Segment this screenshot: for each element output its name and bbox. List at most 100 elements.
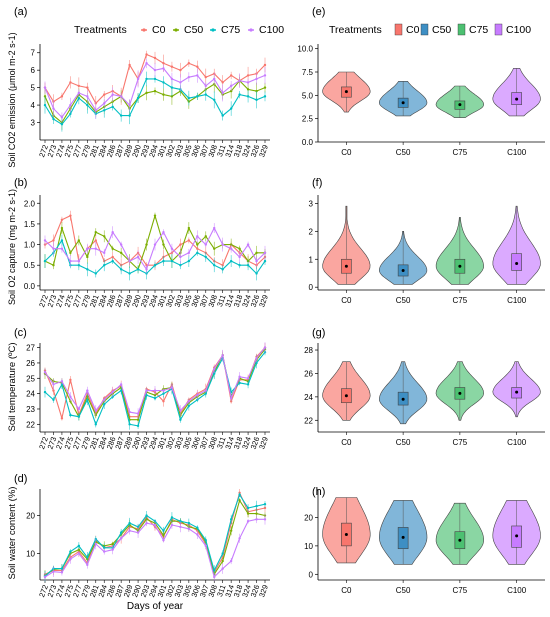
y-tick-label-a-3: 6 [31, 66, 36, 75]
x-axis-title: Days of year [127, 601, 184, 612]
x-tick-label-d-24: 324 [240, 584, 253, 599]
x-tick-label-a-16: 303 [173, 144, 186, 159]
point-b-C100-19 [204, 243, 207, 246]
point-a-C0-24 [246, 74, 250, 77]
point-d-C75-2 [60, 567, 64, 570]
point-c-C0-2 [60, 416, 64, 420]
point-d-C100-25 [255, 518, 258, 521]
point-a-C100-1 [52, 107, 55, 110]
point-a-C100-21 [221, 91, 224, 95]
point-d-C75-11 [136, 525, 140, 529]
point-a-C75-21 [221, 114, 224, 117]
point-b-C75-25 [255, 272, 258, 275]
point-d-C100-16 [179, 525, 182, 529]
point-c-C100-26 [263, 346, 267, 349]
point-a-C75-20 [213, 98, 216, 102]
x-tick-label-g-2: C75 [453, 438, 468, 447]
point-a-C0-18 [196, 65, 199, 68]
y-tick-label-b-2: 1.0 [24, 241, 36, 250]
x-tick-label-d-14: 301 [156, 584, 169, 599]
violin-median-e-C0 [344, 90, 348, 94]
y-tick-label-g-2: 26 [304, 369, 313, 378]
point-b-C50-4 [77, 239, 81, 242]
point-c-C100-14 [162, 389, 165, 392]
point-c-C75-7 [103, 403, 106, 406]
point-d-C75-23 [238, 493, 241, 496]
point-b-C100-11 [136, 255, 140, 259]
x-tick-label-g-0: C0 [341, 438, 352, 447]
point-b-C100-20 [213, 226, 216, 230]
x-tick-label-a-12: 293 [139, 144, 152, 159]
x-tick-label-c-17: 305 [181, 436, 194, 451]
point-a-C75-15 [170, 86, 174, 89]
point-b-C100-23 [238, 255, 241, 259]
violin-median-g-C100 [515, 390, 519, 394]
x-tick-label-b-22: 314 [223, 294, 236, 309]
point-b-C75-0 [43, 259, 47, 263]
point-a-C100-4 [77, 91, 81, 95]
point-a-C100-24 [246, 81, 250, 84]
point-c-C75-11 [136, 424, 140, 428]
left-legend-c50: C50 [184, 24, 203, 36]
x-tick-label-a-11: 290 [130, 144, 143, 159]
point-b-C50-1 [52, 264, 55, 267]
point-b-C75-24 [246, 264, 250, 267]
x-tick-label-c-7: 284 [96, 436, 109, 451]
point-a-C0-16 [179, 68, 182, 72]
x-tick-label-d-22: 314 [223, 584, 236, 599]
series-line-d-C75 [44, 493, 266, 577]
y-tick-label-b-4: 2.0 [24, 199, 36, 208]
x-tick-label-a-17: 305 [181, 144, 194, 159]
point-b-C100-1 [52, 247, 55, 250]
y-tick-label-h-1: 10 [304, 542, 313, 551]
violin-median-h-C100 [515, 534, 519, 538]
y-tick-label-b-3: 1.5 [24, 220, 36, 229]
panel-label-g: (g) [312, 327, 325, 339]
x-tick-label-b-18: 306 [189, 294, 202, 309]
point-d-C75-20 [213, 569, 216, 572]
point-a-C0-5 [86, 86, 89, 89]
y-tick-label-h-0: 0 [309, 570, 314, 579]
point-b-C75-13 [153, 264, 157, 267]
point-c-C100-4 [77, 407, 81, 411]
point-b-C0-18 [196, 247, 199, 250]
point-b-C100-18 [196, 235, 199, 238]
point-d-C75-25 [255, 504, 258, 508]
x-tick-label-d-18: 306 [189, 584, 202, 599]
y-tick-label-e-4: 10.0 [297, 45, 313, 54]
point-c-C50-11 [136, 418, 140, 421]
x-tick-label-b-8: 286 [105, 294, 118, 309]
x-tick-label-b-23: 318 [232, 294, 245, 309]
point-a-C100-3 [69, 103, 72, 107]
point-c-C100-18 [196, 393, 199, 397]
x-tick-label-a-5: 279 [79, 144, 92, 159]
x-tick-label-a-22: 314 [223, 144, 236, 159]
x-tick-label-b-3: 275 [63, 294, 76, 309]
x-tick-label-a-15: 302 [164, 144, 177, 159]
panel-label-h: (h) [312, 486, 325, 498]
x-tick-label-d-0: 272 [37, 584, 50, 599]
point-d-C100-20 [213, 575, 216, 579]
point-b-C100-3 [69, 259, 72, 263]
x-tick-label-d-11: 290 [130, 584, 143, 599]
point-b-C50-13 [153, 214, 157, 217]
x-tick-label-c-13: 294 [147, 436, 160, 451]
x-tick-label-d-4: 277 [71, 584, 84, 599]
point-b-C75-12 [145, 272, 148, 275]
right-legend-c0: C0 [406, 24, 420, 36]
series-line-a-C50 [44, 79, 266, 124]
point-b-C75-2 [60, 239, 64, 242]
x-tick-label-a-10: 289 [122, 144, 135, 159]
x-tick-label-a-23: 318 [232, 144, 245, 159]
point-b-C100-15 [170, 247, 174, 250]
point-c-C75-3 [69, 413, 72, 417]
point-d-C100-0 [43, 575, 47, 579]
x-tick-label-a-21: 311 [215, 144, 228, 158]
point-c-C75-25 [255, 361, 258, 365]
point-a-C100-13 [153, 68, 157, 72]
point-c-C100-12 [145, 389, 148, 392]
point-d-C75-7 [103, 546, 106, 549]
point-c-C100-8 [111, 390, 114, 394]
y-tick-label-g-0: 22 [304, 416, 313, 425]
